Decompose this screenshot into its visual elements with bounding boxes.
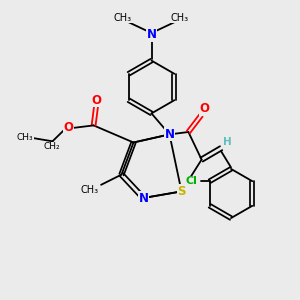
Text: H: H <box>223 137 232 147</box>
Text: N: N <box>138 191 148 205</box>
Text: O: O <box>63 121 73 134</box>
Text: N: N <box>164 128 175 141</box>
Text: CH₂: CH₂ <box>44 142 60 151</box>
Text: CH₃: CH₃ <box>171 13 189 23</box>
Text: O: O <box>91 94 101 107</box>
Text: O: O <box>200 102 210 116</box>
Text: CH₃: CH₃ <box>80 185 98 195</box>
Text: CH₃: CH₃ <box>114 13 132 23</box>
Text: Cl: Cl <box>186 176 198 186</box>
Text: N: N <box>146 28 157 41</box>
Text: S: S <box>177 185 186 198</box>
Text: CH₃: CH₃ <box>16 133 33 142</box>
